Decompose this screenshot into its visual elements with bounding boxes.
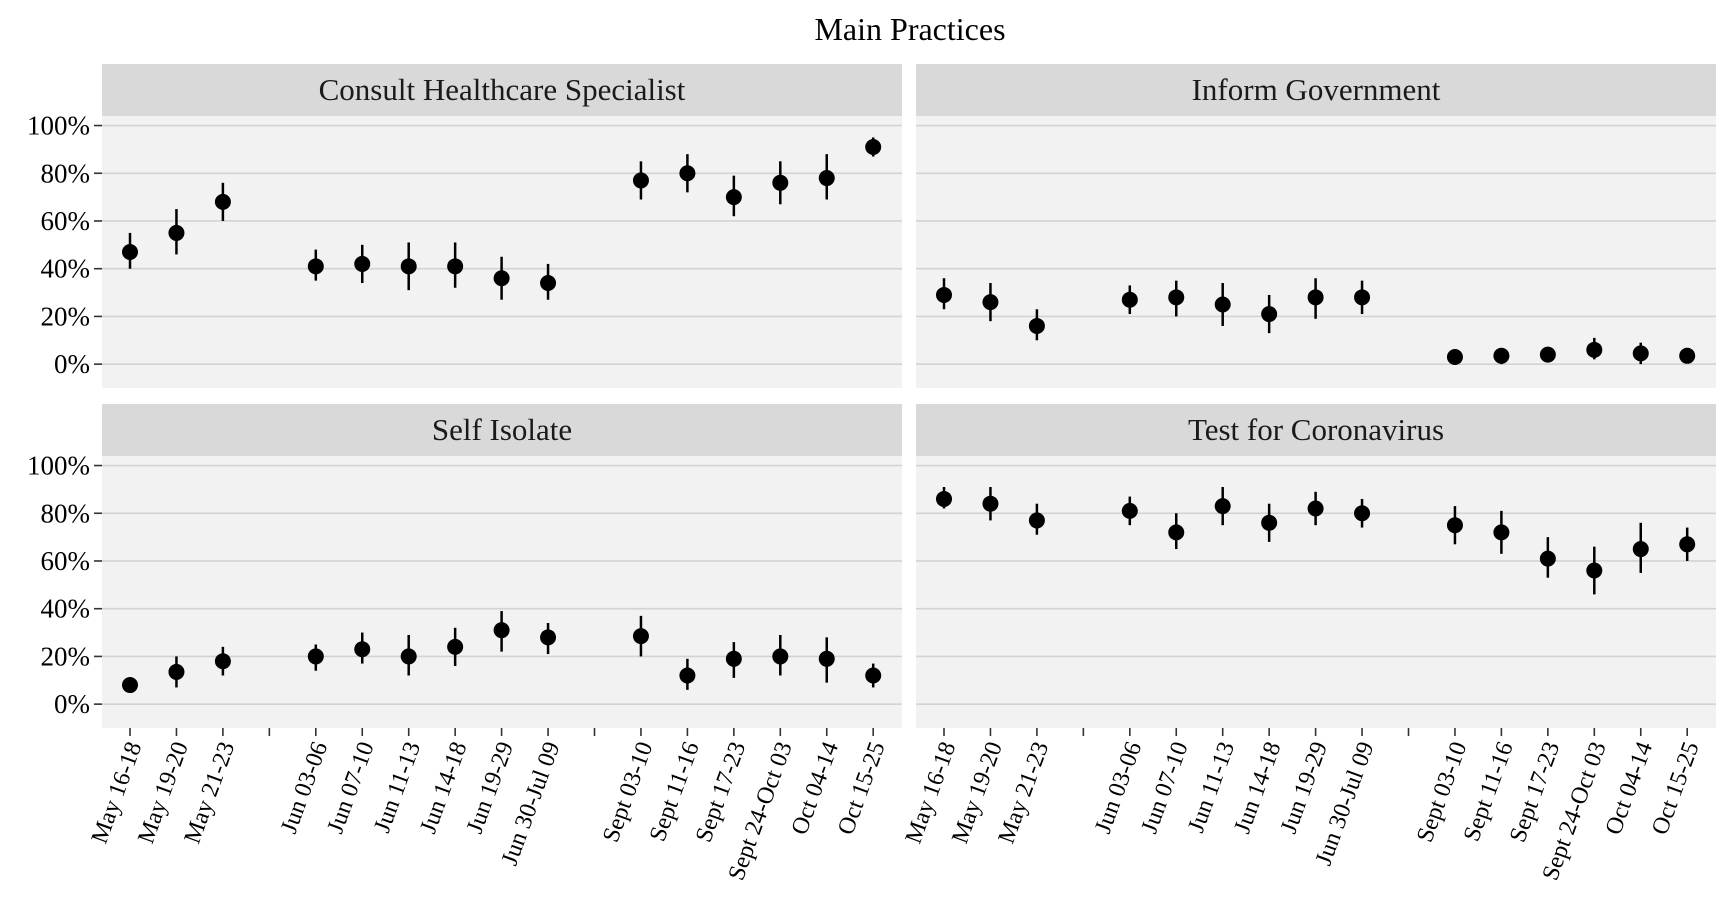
- data-point: [632, 172, 649, 189]
- data-point: [1168, 289, 1185, 306]
- data-point: [1539, 550, 1556, 567]
- data-point: [1307, 289, 1324, 306]
- y-tick-label: 80%: [41, 158, 91, 188]
- data-point: [865, 139, 882, 156]
- facet-strip: [102, 404, 902, 456]
- y-tick-label: 100%: [27, 111, 90, 141]
- data-point: [1261, 306, 1278, 323]
- data-point: [1446, 517, 1463, 534]
- data-point: [1632, 345, 1649, 362]
- data-point: [447, 638, 464, 655]
- data-point: [307, 258, 324, 275]
- data-point: [307, 648, 324, 665]
- data-point: [818, 170, 835, 187]
- data-point: [122, 244, 138, 260]
- data-point: [1493, 347, 1510, 364]
- facet-strip-label: Consult Healthcare Specialist: [319, 72, 686, 107]
- data-point: [1539, 346, 1556, 363]
- data-point: [772, 648, 789, 665]
- data-point: [540, 275, 557, 292]
- data-point: [1354, 289, 1371, 306]
- data-point: [540, 629, 557, 646]
- data-point: [122, 677, 138, 694]
- data-point: [865, 667, 882, 684]
- facet-consult-healthcare-specialist: Consult Healthcare Specialist 0% 20% 40% 60%…: [27, 64, 902, 388]
- chart-title: Main Practices: [814, 11, 1005, 47]
- facet-strip-label: Inform Government: [1192, 72, 1441, 107]
- data-point: [1493, 524, 1510, 541]
- data-point: [354, 255, 371, 272]
- data-point: [1121, 502, 1138, 519]
- data-point: [168, 224, 185, 241]
- y-tick-label: 60%: [41, 206, 91, 236]
- y-tick-label: 20%: [41, 301, 91, 331]
- data-point: [772, 174, 789, 191]
- data-point: [1028, 317, 1045, 334]
- facet-strip: [102, 64, 902, 116]
- y-tick-label: 20%: [41, 641, 91, 671]
- data-point: [725, 189, 742, 206]
- y-tick-label: 80%: [41, 498, 91, 528]
- panel-background: [102, 456, 902, 728]
- data-point: [679, 667, 696, 684]
- data-point: [168, 663, 185, 680]
- y-tick-label: 60%: [41, 546, 91, 576]
- data-point: [1028, 512, 1045, 529]
- data-point: [214, 653, 231, 670]
- facet-strip-label: Test for Coronavirus: [1188, 412, 1444, 447]
- y-tick-label: 0%: [54, 349, 90, 379]
- data-point: [679, 165, 696, 182]
- facet-strip: [916, 64, 1716, 116]
- data-point: [936, 286, 952, 303]
- data-point: [1307, 500, 1324, 517]
- panel-background: [102, 116, 902, 388]
- y-tick-label: 40%: [41, 594, 91, 624]
- data-point: [354, 641, 371, 658]
- data-point: [1214, 498, 1231, 515]
- data-point: [1446, 348, 1463, 365]
- data-point: [1261, 514, 1278, 531]
- data-point: [400, 648, 417, 665]
- data-point: [1214, 296, 1231, 313]
- facet-strip: [916, 404, 1716, 456]
- data-point: [1586, 341, 1603, 358]
- facet-strip-label: Self Isolate: [432, 412, 572, 447]
- data-point: [214, 193, 231, 210]
- facet-panels: Consult Healthcare Specialist 0% 20% 40% 60%…: [27, 64, 1716, 884]
- panel-background: [916, 116, 1716, 388]
- data-point: [818, 650, 835, 667]
- data-point: [1168, 524, 1185, 541]
- data-point: [1679, 347, 1696, 364]
- data-point: [982, 294, 999, 311]
- data-point: [982, 495, 999, 512]
- y-tick-label: 0%: [54, 689, 90, 719]
- data-point: [1632, 541, 1649, 558]
- data-point: [632, 628, 649, 645]
- y-tick-label: 40%: [41, 254, 91, 284]
- data-point: [447, 258, 464, 275]
- facet-inform-government: Inform Government: [916, 64, 1716, 388]
- data-point: [493, 622, 510, 639]
- data-point: [1121, 291, 1138, 308]
- data-point: [1586, 562, 1603, 579]
- y-tick-label: 100%: [27, 451, 90, 481]
- data-point: [493, 270, 510, 287]
- data-point: [725, 650, 742, 667]
- data-point: [936, 490, 952, 507]
- data-point: [400, 258, 417, 275]
- data-point: [1354, 505, 1371, 522]
- data-point: [1679, 536, 1696, 553]
